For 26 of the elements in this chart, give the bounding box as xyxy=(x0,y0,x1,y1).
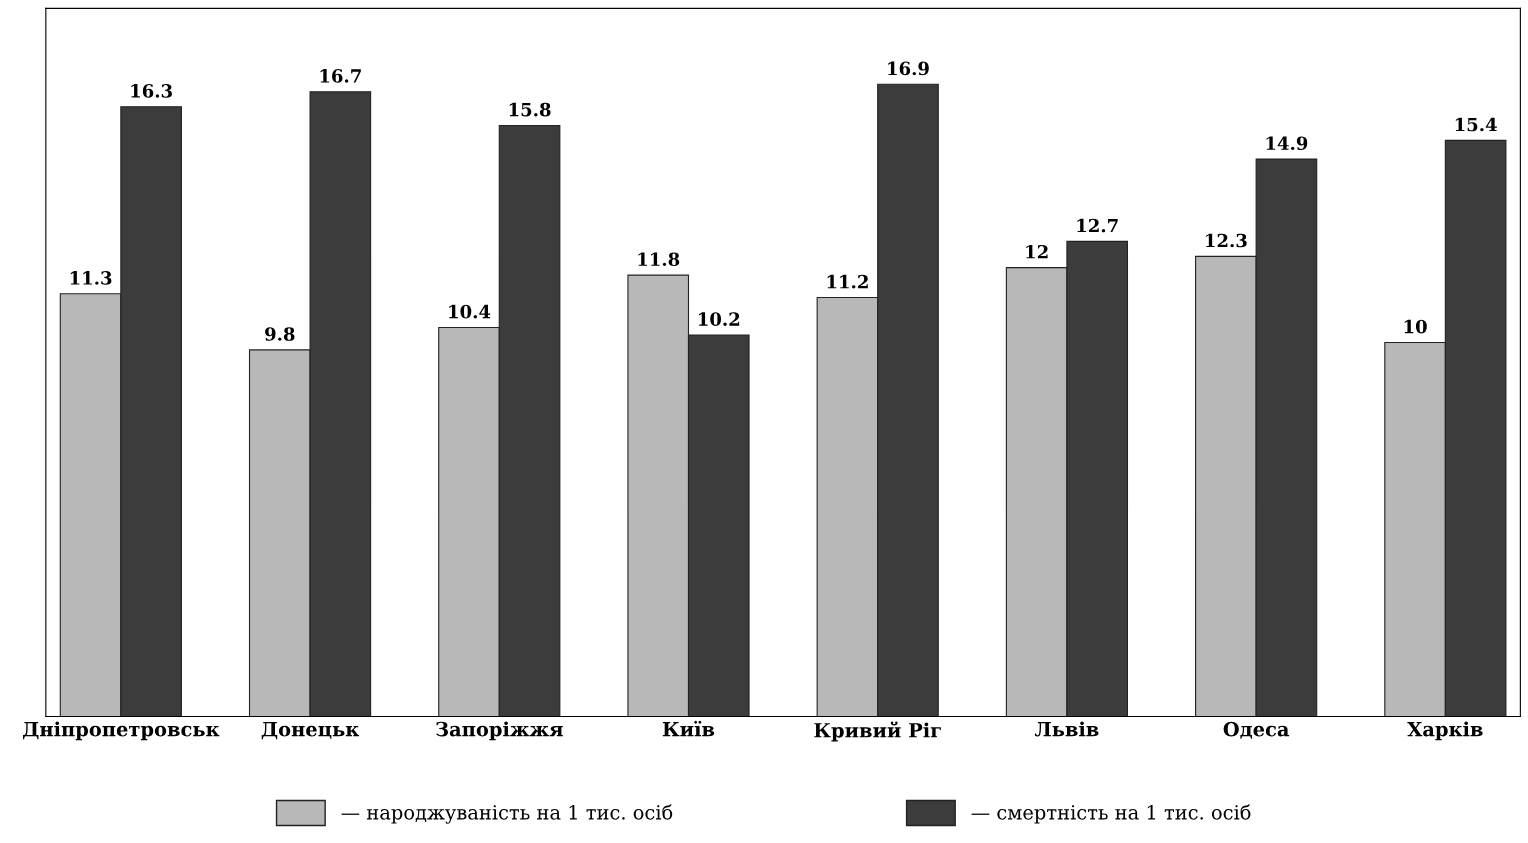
data-label: 11.2 xyxy=(827,274,868,289)
data-label: 12 xyxy=(1026,244,1048,259)
x-tick-label: Запоріжжя xyxy=(435,721,563,741)
data-label: 12.3 xyxy=(1206,233,1247,248)
data-label: 11.8 xyxy=(638,252,680,267)
data-label: 9.8 xyxy=(265,327,295,341)
data-label: 16.9 xyxy=(888,61,929,76)
x-tick-label: Одеса xyxy=(1223,721,1290,739)
data-label: 16.7 xyxy=(320,69,361,83)
data-label: 11.3 xyxy=(70,271,112,285)
data-label: 10.2 xyxy=(698,312,740,326)
legend-label: — народжуваність на 1 тис. осіб xyxy=(341,804,673,824)
x-tick-label: Кривий Ріг xyxy=(814,721,941,742)
data-label: 15.8 xyxy=(509,102,551,117)
data-label: 14.9 xyxy=(1266,136,1308,151)
x-tick-label: Харків xyxy=(1407,721,1483,741)
x-tick-label: Львів xyxy=(1034,721,1099,737)
data-label: 12.7 xyxy=(1077,218,1118,233)
data-label: 10.4 xyxy=(449,304,491,319)
x-tick-label: Донецьк xyxy=(261,722,360,740)
x-tick-label: Дніпропетровськ xyxy=(23,721,220,741)
data-label: 15.4 xyxy=(1455,117,1497,132)
data-label: 16.3 xyxy=(131,84,172,98)
legend-label: — смертність на 1 тис. осіб xyxy=(971,804,1251,824)
data-label: 10 xyxy=(1404,319,1427,334)
x-tick-label: Київ xyxy=(662,720,715,737)
